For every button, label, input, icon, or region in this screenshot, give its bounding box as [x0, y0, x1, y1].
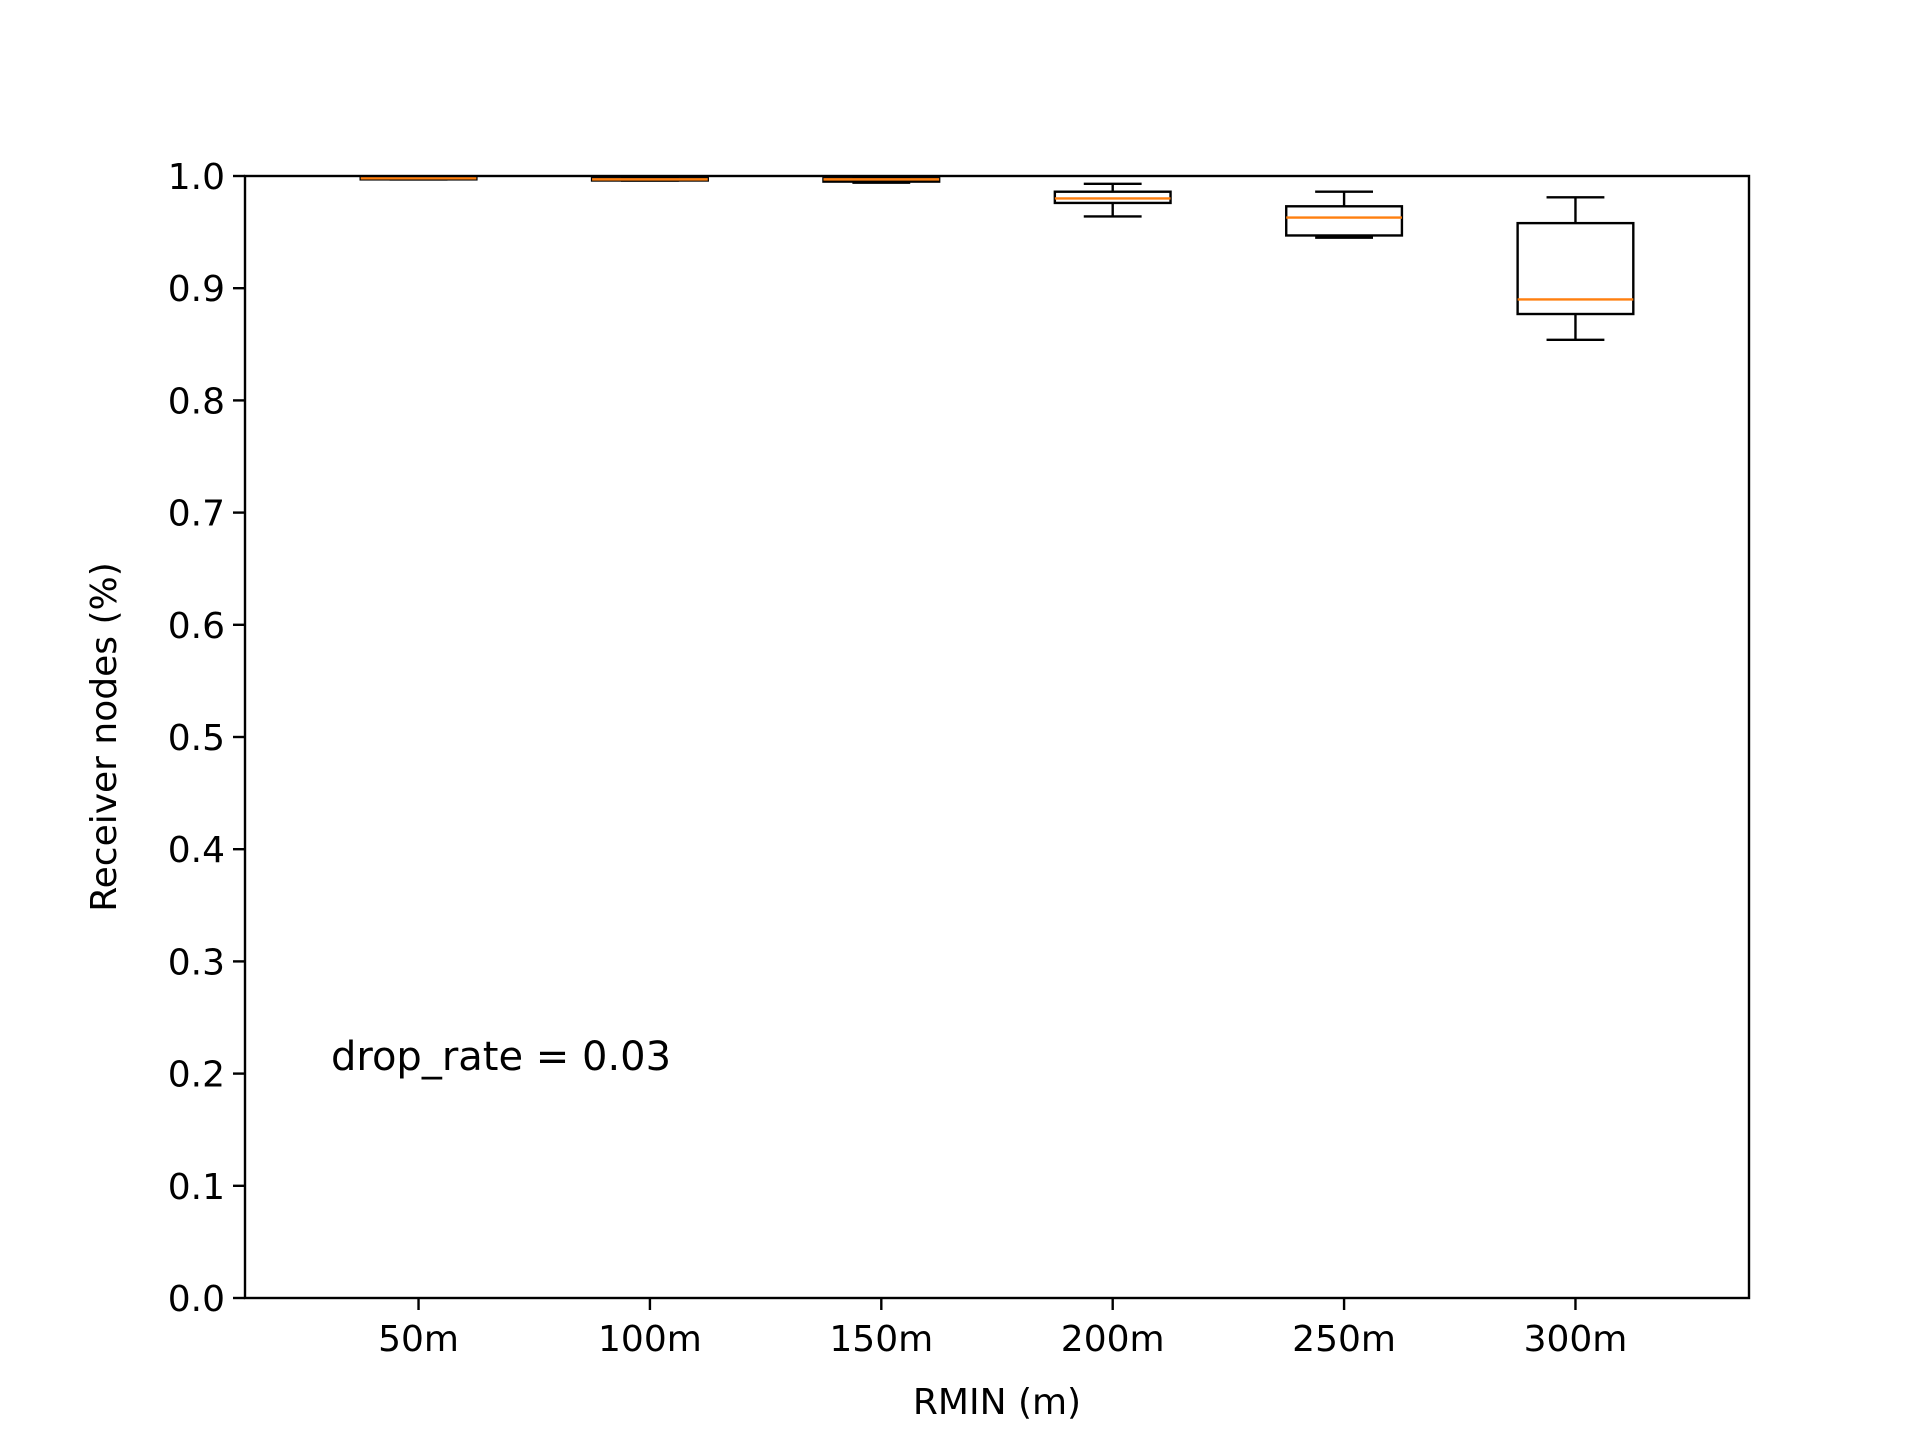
box-50m [359, 175, 478, 181]
box-body [1516, 221, 1635, 316]
x-tick-label: 200m [1061, 1319, 1165, 1360]
x-axis-label: RMIN (m) [913, 1382, 1081, 1423]
y-tick-label: 0.7 [168, 494, 225, 535]
y-tick-label: 0.4 [168, 830, 225, 871]
y-tick-label: 0.8 [168, 381, 225, 422]
box-250m [1285, 190, 1404, 239]
box-plot-series [359, 175, 1635, 342]
box-300m [1516, 196, 1635, 342]
y-axis-label: Receiver nodes (%) [84, 562, 125, 912]
y-tick-label: 0.3 [168, 942, 225, 983]
y-tick-label: 0.9 [168, 269, 225, 310]
box-body [1285, 205, 1404, 237]
y-tick-label: 0.0 [168, 1279, 225, 1320]
y-tick-label: 0.5 [168, 718, 225, 759]
x-tick-label: 300m [1524, 1319, 1628, 1360]
box-150m [822, 175, 941, 184]
box-200m [1053, 182, 1172, 218]
box-100m [590, 177, 709, 182]
y-tick-label: 0.2 [168, 1055, 225, 1096]
x-tick-label: 250m [1292, 1319, 1396, 1360]
plot-frame [243, 174, 1751, 1300]
x-tick-label: 50m [378, 1319, 459, 1360]
drop-rate-annotation: drop_rate = 0.03 [331, 1034, 671, 1080]
y-axis: 0.0 0.1 0.2 0.3 0.4 0.5 0.6 0.7 0.8 0.9 1.0 [168, 157, 245, 1320]
x-axis: 50m 100m 150m 200m 250m 300m [378, 1298, 1627, 1360]
x-tick-label: 150m [829, 1319, 933, 1360]
x-tick-label: 100m [598, 1319, 702, 1360]
y-tick-label: 1.0 [168, 157, 225, 198]
y-tick-label: 0.6 [168, 606, 225, 647]
y-tick-label: 0.1 [168, 1167, 225, 1208]
